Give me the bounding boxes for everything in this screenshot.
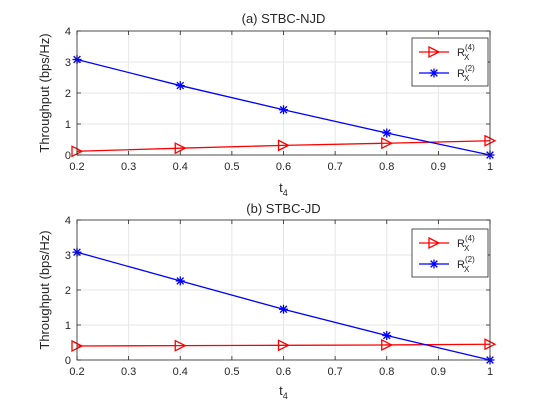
legend-label-main: R [457, 238, 465, 250]
legend-label-main: R [457, 68, 465, 80]
x-tick-label: 0.3 [121, 366, 136, 378]
legend-label-main: R [457, 47, 465, 59]
x-tick-label: 1 [487, 366, 493, 378]
x-axis-label-sub: 4 [283, 391, 288, 401]
legend-label-main: R [457, 259, 465, 271]
data-point-marker [174, 142, 187, 155]
x-tick-label: 0.5 [224, 366, 239, 378]
data-point-marker [382, 331, 392, 340]
data-point-marker [277, 339, 290, 352]
x-tick-label: 0.4 [173, 366, 188, 378]
legend-marker [428, 236, 441, 250]
series-line-0 [76, 140, 491, 152]
legend-label-sup: (2) [465, 255, 475, 264]
legend-box [411, 37, 489, 87]
y-tick-label: 2 [65, 285, 71, 297]
legend: R(4) XR(2) X [411, 228, 489, 278]
x-tick-label: 0.9 [431, 366, 446, 378]
x-tick-label: 0.8 [379, 366, 394, 378]
x-tick-label: 0.6 [276, 366, 291, 378]
legend-marker [429, 259, 439, 269]
data-point-marker [381, 338, 394, 352]
legend-marker [429, 68, 439, 78]
x-tick-label: 0.3 [121, 161, 136, 173]
legend-label-sub: X [464, 74, 470, 83]
x-axis-label-main: t [279, 383, 283, 398]
x-tick-label: 0.5 [224, 161, 239, 173]
data-point-marker [381, 137, 394, 150]
chart-title: (a) STBC-NJD [242, 11, 326, 26]
x-tick-label: 0.9 [431, 161, 446, 173]
x-tick-label: 0.4 [173, 161, 188, 173]
y-axis-label: Throughput (bps/Hz) [37, 230, 52, 349]
data-point-marker [175, 276, 185, 286]
x-axis-label: t4 [279, 180, 288, 198]
x-axis-label: t4 [279, 383, 288, 401]
y-tick-label: 3 [65, 250, 71, 262]
y-axis-label: Throughput (bps/Hz) [37, 33, 52, 152]
data-point-marker [279, 304, 288, 314]
x-tick-label: 0.6 [276, 161, 291, 173]
legend-box [411, 228, 489, 278]
legend-label-sub: X [464, 53, 470, 62]
data-point-marker [175, 81, 185, 91]
y-tick-label: 4 [65, 26, 71, 38]
legend-marker [428, 45, 441, 59]
legend-label: R(4) X [457, 43, 475, 62]
legend-label: R(2) X [457, 64, 475, 83]
chart-panel-b: 0.2 0.3 0.4 0.5 0.6 0.7 0.8 0.9 1 0 1 2 3 4 (b) STBC-J… [37, 201, 497, 401]
legend-label: R(2) X [457, 255, 475, 274]
legend-label-sup: (4) [465, 43, 475, 52]
y-tick-label: 1 [65, 119, 71, 131]
x-tick-label: 1 [487, 161, 493, 173]
x-tick-label: 0.2 [69, 366, 84, 378]
data-point-marker [277, 139, 290, 152]
legend: R(4) XR(2) X [411, 37, 489, 87]
x-tick-label: 0.7 [327, 366, 342, 378]
chart-panel-a: 0.2 0.3 0.4 0.5 0.6 0.7 0.8 0.9 1 0 1 2 3 4 (a) STBC-N… [37, 11, 497, 198]
x-axis-label-sub: 4 [283, 188, 288, 198]
y-tick-label: 3 [65, 57, 71, 69]
y-tick-label: 1 [65, 320, 71, 332]
legend-label-sup: (2) [465, 64, 475, 73]
series-line-0 [76, 343, 491, 347]
data-point-marker [382, 128, 392, 138]
chart-title: (b) STBC-JD [246, 201, 320, 216]
y-tick-label: 4 [65, 215, 71, 227]
x-axis-label-main: t [279, 180, 283, 195]
x-tick-label: 0.2 [69, 161, 84, 173]
y-tick-label: 0 [65, 150, 71, 162]
legend-label-sub: X [464, 265, 470, 274]
y-tick-label: 0 [65, 355, 71, 367]
legend-label-sup: (4) [465, 234, 475, 243]
legend-label: R(4) X [457, 234, 475, 253]
legend-label-sub: X [464, 244, 470, 253]
x-tick-label: 0.7 [327, 161, 342, 173]
x-tick-label: 0.8 [379, 161, 394, 173]
data-point-marker [279, 105, 288, 115]
y-tick-label: 2 [65, 88, 71, 100]
data-point-marker [174, 339, 187, 352]
